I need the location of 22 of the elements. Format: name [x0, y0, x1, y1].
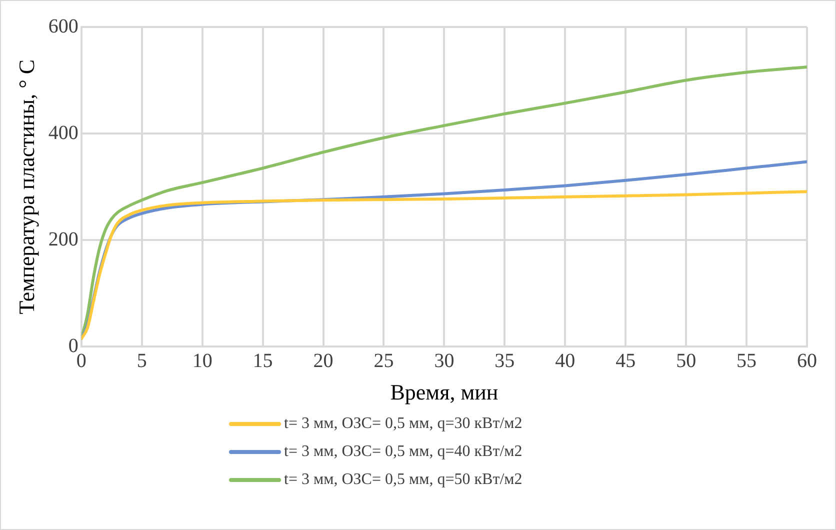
- x-tick-label: 35: [494, 350, 515, 372]
- x-tick-label: 40: [555, 350, 576, 372]
- x-tick-label: 10: [192, 350, 212, 372]
- legend-label: t= 3 мм, ОЗС= 0,5 мм, q=40 кВт/м2: [284, 443, 522, 461]
- y-tick-label: 0: [68, 334, 78, 357]
- x-tick-label: 5: [136, 350, 147, 372]
- x-tick-label: 20: [313, 350, 334, 372]
- x-tick-label: 50: [676, 350, 696, 372]
- x-axis-title: Время, мин: [390, 380, 498, 405]
- x-tick-label: 30: [434, 350, 454, 372]
- y-tick-label: 400: [48, 122, 78, 144]
- y-tick-label: 600: [48, 15, 78, 38]
- y-axis-title: Температура пластины, ° C: [14, 59, 39, 314]
- x-tick-label: 55: [736, 350, 757, 372]
- y-tick-label: 200: [48, 228, 78, 250]
- x-tick-label: 25: [374, 350, 394, 372]
- legend-label: t= 3 мм, ОЗС= 0,5 мм, q=50 кВт/м2: [284, 471, 522, 489]
- x-tick-label: 60: [797, 350, 817, 372]
- line-series: [81, 190, 807, 340]
- legend-label: t= 3 мм, ОЗС= 0,5 мм, q=30 кВт/м2: [284, 415, 522, 433]
- x-tick-label: 15: [252, 350, 273, 372]
- x-tick-label: 45: [616, 350, 636, 372]
